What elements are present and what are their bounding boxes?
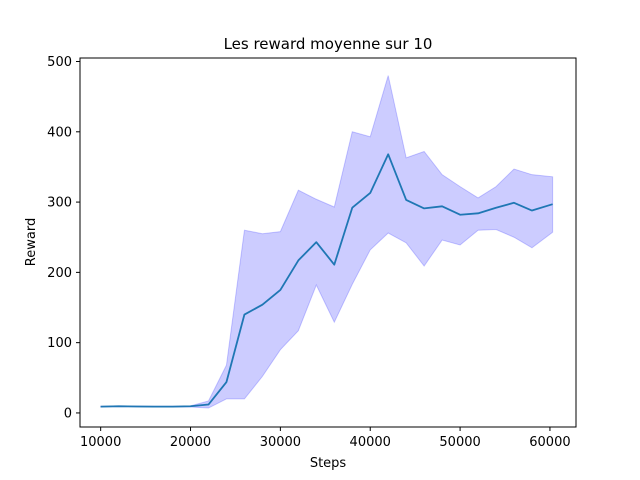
x-axis: 10000 20000 30000 40000 50000 60000 <box>80 427 571 450</box>
y-tick-label: 200 <box>47 266 72 281</box>
series-0-line <box>100 153 553 408</box>
series-0-band <box>100 75 554 409</box>
y-tick-label: 0 <box>64 406 72 421</box>
y-tick-label: 500 <box>47 55 72 70</box>
x-tick-label: 20000 <box>170 435 211 450</box>
y-tick-label: 400 <box>47 125 72 140</box>
x-tick-label: 60000 <box>529 435 570 450</box>
chart-title: Les reward moyenne sur 10 <box>224 35 433 53</box>
x-tick-label: 10000 <box>80 435 121 450</box>
plot-area <box>100 75 554 409</box>
x-tick-label: 50000 <box>439 435 480 450</box>
y-axis-label: Reward <box>24 218 39 266</box>
x-tick-label: 30000 <box>260 435 301 450</box>
y-tick-label: 300 <box>47 196 72 211</box>
y-tick-label: 100 <box>47 336 72 351</box>
plot-frame <box>79 57 577 428</box>
y-axis: 0 100 200 300 400 500 <box>47 55 80 421</box>
x-axis-label: Steps <box>310 456 347 471</box>
x-tick-label: 40000 <box>350 435 391 450</box>
